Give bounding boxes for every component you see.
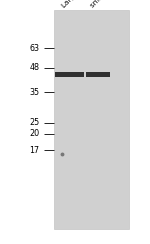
- Text: 63: 63: [30, 44, 40, 53]
- Text: Large intestine: Large intestine: [61, 0, 103, 9]
- Text: 35: 35: [30, 88, 40, 97]
- Text: 25: 25: [30, 118, 40, 127]
- Text: small intestine: small intestine: [89, 0, 131, 9]
- Text: 17: 17: [30, 146, 40, 155]
- Text: 48: 48: [30, 63, 40, 72]
- Bar: [86, 72, 110, 77]
- Text: 20: 20: [30, 129, 40, 138]
- Bar: [55, 72, 84, 77]
- Bar: [54, 10, 129, 229]
